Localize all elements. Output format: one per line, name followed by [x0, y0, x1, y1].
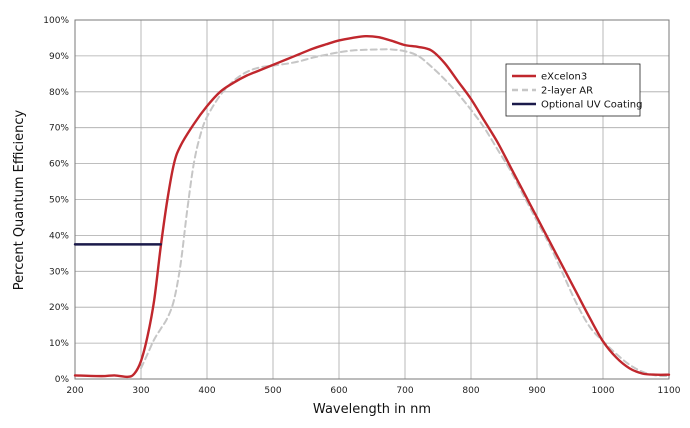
- x-tick-label: 200: [66, 386, 83, 396]
- legend: eXcelon3 2-layer AR Optional UV Coating: [505, 63, 642, 117]
- x-tick-label: 1100: [658, 386, 681, 396]
- x-tick-label: 300: [132, 386, 149, 396]
- x-tick-label: 700: [396, 386, 413, 396]
- x-tick-label: 1000: [592, 386, 615, 396]
- y-tick-label: 40%: [49, 231, 69, 241]
- y-tick-label: 20%: [49, 303, 69, 313]
- series-line-2-layer-ar: [140, 48, 670, 378]
- y-tick-label: 70%: [49, 124, 69, 134]
- legend-label: Optional UV Coating: [541, 100, 642, 111]
- legend-label: eXcelon3: [541, 72, 587, 83]
- y-tick-label: 90%: [49, 52, 69, 62]
- series-lines: [73, 34, 671, 379]
- x-axis-title: Wavelength in nm: [313, 402, 431, 417]
- y-tick-label: 50%: [49, 196, 69, 206]
- series-line-excelon3: [73, 34, 671, 379]
- legend-label: 2-layer AR: [541, 86, 593, 97]
- legend-box: [505, 63, 641, 117]
- y-tick-label: 30%: [49, 267, 69, 277]
- x-tick-label: 900: [528, 386, 545, 396]
- y-tick-label: 0%: [55, 375, 70, 385]
- y-tick-labels: 0% 10% 20% 30% 40% 50% 60% 70% 80% 90% 100%: [43, 16, 69, 385]
- y-tick-label: 100%: [43, 16, 69, 26]
- plot-frame: [74, 19, 670, 380]
- y-tick-label: 10%: [49, 339, 69, 349]
- x-tick-labels: 200 300 400 500 600 700 800 900 1000 1100: [66, 386, 680, 396]
- y-axis-title: Percent Quantum Efficiency: [12, 109, 27, 290]
- x-tick-label: 600: [330, 386, 347, 396]
- x-tick-label: 800: [462, 386, 479, 396]
- x-tick-label: 500: [264, 386, 281, 396]
- x-tick-label: 400: [198, 386, 215, 396]
- y-tick-label: 80%: [49, 88, 69, 98]
- y-tick-label: 60%: [49, 160, 69, 170]
